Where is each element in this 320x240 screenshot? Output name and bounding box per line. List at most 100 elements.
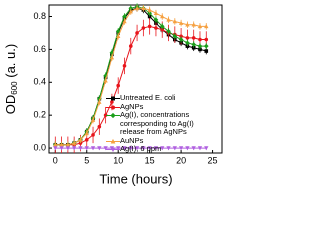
marker (198, 37, 202, 42)
marker (178, 20, 184, 25)
marker (128, 9, 133, 14)
marker (59, 142, 64, 147)
x-tick-label: 0 (53, 155, 58, 165)
marker (204, 37, 209, 42)
x-tick-label: 10 (113, 155, 123, 165)
marker (147, 14, 152, 19)
marker (178, 146, 184, 151)
marker (111, 105, 115, 109)
y-tick-label: 0.8 (33, 11, 46, 21)
marker (110, 138, 116, 143)
legend-label: Ag(I), concentrations corresponding to A… (120, 110, 194, 136)
legend-entry: Ag(I), concentrations corresponding to A… (106, 110, 216, 137)
x-tick-label: 25 (208, 155, 218, 165)
marker (97, 99, 102, 104)
marker (153, 146, 159, 151)
marker (191, 22, 196, 27)
marker (103, 146, 108, 151)
marker (122, 146, 127, 151)
marker (191, 42, 197, 47)
marker (111, 96, 115, 101)
marker (53, 142, 58, 147)
marker (141, 5, 146, 11)
legend-entry: AgNPs (106, 102, 216, 112)
marker (185, 40, 190, 46)
x-tick-label: 15 (145, 155, 155, 165)
legend-label: AuNPs (120, 135, 144, 145)
marker (160, 146, 165, 151)
marker (103, 78, 108, 83)
y-label-suffix: (a. u.) (3, 44, 18, 82)
marker (91, 133, 95, 137)
marker (166, 17, 171, 22)
plot: Time (hours) OD600 (a. u.) 0 5 10 15 20 25 0.0… (3, 3, 223, 186)
marker (84, 146, 89, 151)
marker (159, 24, 165, 29)
legend-swatch (106, 147, 120, 153)
marker (153, 17, 159, 23)
marker (134, 5, 140, 11)
y-tick-label: 0.6 (33, 44, 46, 54)
marker (78, 146, 83, 151)
marker (110, 100, 114, 104)
marker (160, 14, 165, 19)
marker (147, 24, 152, 29)
marker (185, 22, 190, 27)
y-tick-label: 0.4 (33, 77, 46, 87)
marker (185, 146, 190, 151)
marker (134, 146, 140, 151)
marker (122, 14, 127, 19)
x-tick-label: 20 (176, 155, 186, 165)
marker (204, 24, 209, 29)
legend-entry: Untreated E. coli (106, 93, 216, 103)
marker (204, 49, 209, 53)
marker (59, 146, 64, 151)
marker (141, 146, 146, 151)
marker (204, 146, 209, 151)
legend-label: Ag(I), 6 ppm (120, 144, 162, 153)
marker (109, 50, 115, 56)
marker (103, 73, 108, 79)
marker (78, 137, 83, 142)
marker (172, 33, 178, 39)
marker (97, 124, 102, 129)
marker (90, 117, 96, 122)
marker (166, 146, 171, 151)
legend-swatch (106, 96, 120, 101)
marker (141, 26, 146, 30)
marker (154, 26, 158, 30)
marker (197, 146, 203, 151)
marker (166, 28, 171, 34)
x-tick-label: 5 (84, 155, 89, 165)
marker (110, 112, 116, 119)
marker (65, 142, 71, 147)
marker (115, 28, 121, 34)
marker (53, 146, 58, 151)
plot-frame (48, 4, 223, 154)
legend-entry: Ag(I), 6 ppm (106, 144, 216, 154)
marker (97, 146, 102, 151)
marker (191, 146, 196, 151)
marker (90, 146, 96, 151)
marker (109, 55, 115, 60)
y-label-subscript: 600 (10, 81, 19, 95)
y-tick-label: 0.0 (33, 142, 46, 152)
marker (172, 146, 177, 151)
marker (103, 113, 108, 117)
marker (185, 36, 190, 40)
marker (72, 140, 77, 145)
legend-swatch (106, 138, 120, 143)
y-tick-label: 0.2 (33, 110, 46, 120)
marker (65, 146, 71, 151)
y-label-text: OD (3, 95, 18, 115)
legend-swatch (106, 112, 120, 119)
marker (122, 19, 127, 24)
marker (147, 146, 152, 151)
marker (116, 33, 121, 39)
marker (116, 146, 121, 151)
legend-swatch (106, 105, 120, 109)
marker (72, 146, 77, 151)
marker (84, 138, 89, 142)
marker (178, 37, 184, 42)
marker (191, 36, 196, 40)
